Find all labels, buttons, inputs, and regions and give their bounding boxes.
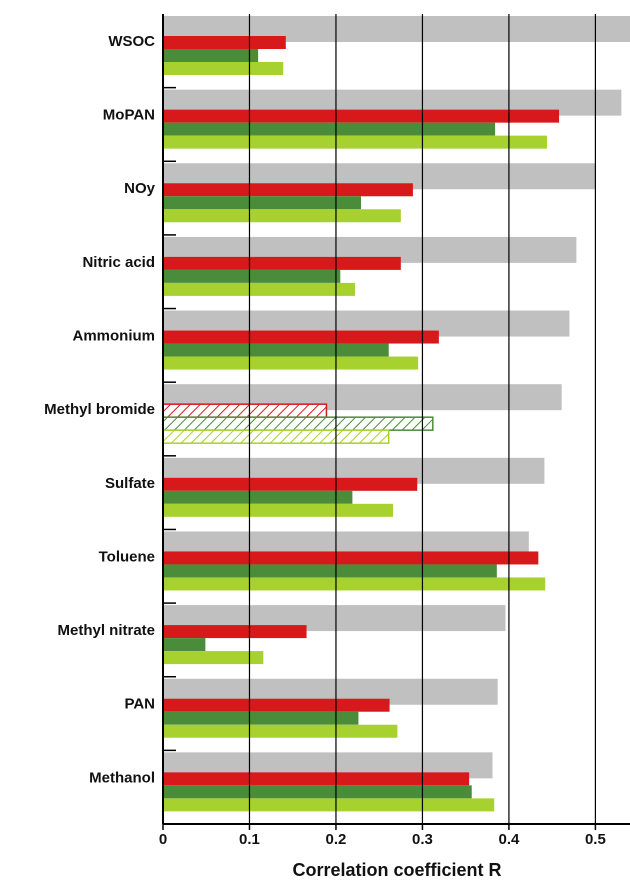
x-tick-label: 0: [159, 831, 167, 848]
y-tick-label: Ammonium: [73, 328, 156, 345]
y-tick-label: Methyl nitrate: [57, 622, 155, 639]
bar: [163, 724, 398, 738]
y-tick-label: Methanol: [89, 769, 155, 786]
x-tick-label: 0.5: [585, 831, 606, 848]
y-tick-label: NOy: [124, 180, 156, 197]
bar: [163, 490, 353, 504]
bar: [163, 196, 362, 210]
bar: [163, 429, 390, 444]
bar: [163, 638, 206, 652]
y-tick-label: Methyl bromide: [44, 401, 155, 418]
bar: [163, 785, 472, 799]
bar: [163, 343, 389, 357]
y-tick-label: WSOC: [108, 33, 155, 50]
bar: [163, 577, 546, 591]
x-tick-label: 0.1: [239, 831, 260, 848]
bar: [163, 477, 418, 491]
bar: [163, 551, 539, 565]
y-tick-label: Sulfate: [105, 475, 155, 492]
bar: [163, 403, 328, 418]
x-axis-label: Correlation coefficient R: [292, 860, 501, 880]
bar: [163, 36, 286, 49]
bar: [163, 356, 419, 370]
bar: [163, 772, 470, 786]
bar: [163, 625, 307, 639]
bar: [163, 564, 497, 578]
y-tick-label: PAN: [124, 696, 155, 713]
y-tick-label: Toluene: [99, 548, 155, 565]
bar: [163, 503, 394, 517]
y-tick-label: Nitric acid: [82, 254, 155, 271]
x-tick-label: 0.2: [326, 831, 347, 848]
bar: [163, 49, 259, 62]
bar: [163, 256, 401, 270]
bar: [163, 183, 413, 197]
bar: [163, 698, 390, 712]
bar: [163, 798, 495, 812]
bar: [163, 651, 264, 665]
x-tick-label: 0.4: [498, 831, 520, 848]
plot-area: [163, 16, 630, 812]
bar: [163, 282, 355, 296]
bar: [163, 209, 401, 223]
bar: [163, 135, 547, 149]
bar: [163, 122, 496, 136]
bar: [163, 330, 439, 344]
x-tick-label: 0.3: [412, 831, 433, 848]
bar: [163, 711, 359, 725]
bar: [163, 62, 284, 75]
bar: [163, 109, 560, 123]
bar: [163, 416, 434, 431]
bar: [163, 269, 341, 283]
y-tick-label: MoPAN: [103, 107, 155, 124]
